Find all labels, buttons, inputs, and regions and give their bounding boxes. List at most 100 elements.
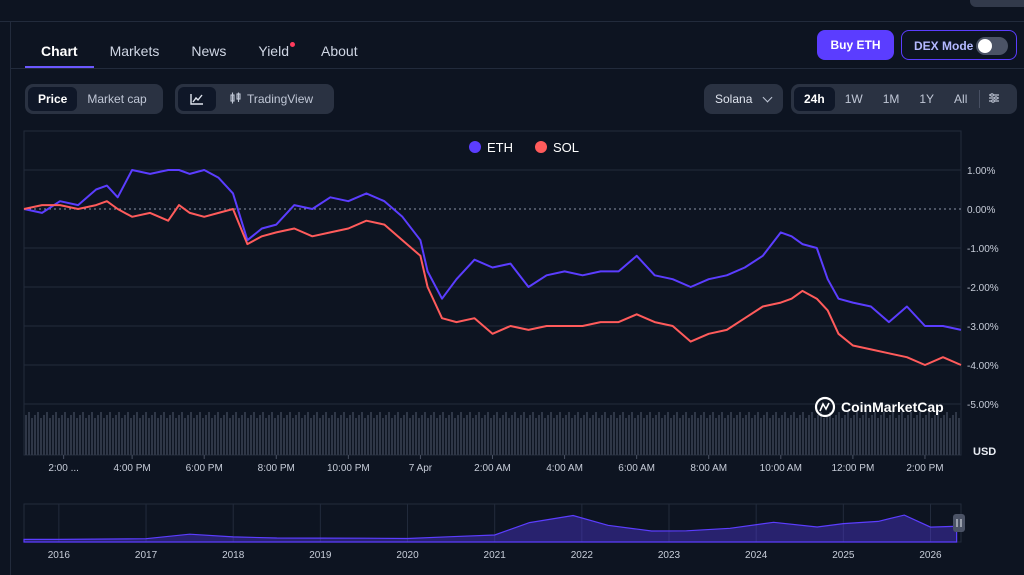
- volume-bar: [289, 412, 291, 455]
- volume-bar: [679, 418, 681, 455]
- volume-bar: [202, 418, 204, 455]
- volume-bar: [898, 415, 900, 455]
- volume-bar: [268, 415, 270, 455]
- tab-yield[interactable]: Yield: [242, 22, 305, 68]
- toggle-switch[interactable]: [976, 37, 1008, 55]
- volume-bar: [286, 415, 288, 455]
- volume-bar: [412, 415, 414, 455]
- compare-select[interactable]: Solana: [704, 84, 783, 114]
- range-1y[interactable]: 1Y: [919, 92, 935, 106]
- volume-bar: [160, 415, 162, 455]
- volume-bar: [313, 415, 315, 455]
- volume-bar: [646, 415, 648, 455]
- volume-bar: [697, 418, 699, 455]
- volume-bar: [364, 418, 366, 455]
- volume-bar: [529, 415, 531, 455]
- volume-bar: [727, 415, 729, 455]
- range-24h[interactable]: 24h: [794, 87, 835, 111]
- volume-bar: [622, 412, 624, 455]
- range-all[interactable]: All: [954, 92, 968, 106]
- volume-bar: [670, 418, 672, 455]
- volume-bar: [919, 412, 921, 455]
- volume-bar: [889, 415, 891, 455]
- volume-bar: [217, 412, 219, 455]
- x-tick-label: 2:00 PM: [906, 463, 943, 474]
- volume-bar: [223, 415, 225, 455]
- volume-bar: [595, 412, 597, 455]
- volume-bar: [730, 412, 732, 455]
- tab-markets[interactable]: Markets: [94, 22, 176, 68]
- tab-about-label: About: [321, 43, 358, 59]
- dex-mode-toggle[interactable]: DEX Mode: [901, 30, 1017, 60]
- volume-bar: [667, 412, 669, 455]
- volume-bar: [451, 412, 453, 455]
- volume-bar: [688, 418, 690, 455]
- volume-bar: [319, 418, 321, 455]
- volume-bar: [625, 418, 627, 455]
- volume-bar: [775, 412, 777, 455]
- volume-bar: [151, 415, 153, 455]
- volume-bar: [856, 412, 858, 455]
- volume-bar: [46, 412, 48, 455]
- volume-bar: [958, 418, 960, 455]
- chart-legend: ETH SOL: [469, 140, 579, 155]
- tab-chart[interactable]: Chart: [25, 22, 94, 68]
- volume-bar: [424, 412, 426, 455]
- volume-bar: [259, 415, 261, 455]
- volume-bar: [607, 418, 609, 455]
- volume-bar: [91, 412, 93, 455]
- volume-bar: [346, 418, 348, 455]
- y-tick-label: -2.00%: [967, 283, 999, 294]
- volume-bar: [316, 412, 318, 455]
- range-1m[interactable]: 1M: [882, 92, 900, 106]
- range-1w[interactable]: 1W: [844, 92, 863, 106]
- volume-bar: [310, 418, 312, 455]
- x-tick-label: 8:00 AM: [690, 463, 727, 474]
- market-cap-option[interactable]: Market cap: [87, 92, 147, 106]
- volume-bar: [355, 418, 357, 455]
- volume-bar: [250, 415, 252, 455]
- buy-eth-button[interactable]: Buy ETH: [817, 30, 894, 60]
- volume-bar: [199, 412, 201, 455]
- volume-bar: [886, 418, 888, 455]
- price-option[interactable]: Price: [28, 87, 78, 111]
- volume-bar: [397, 412, 399, 455]
- volume-bar: [445, 418, 447, 455]
- volume-bar: [736, 415, 738, 455]
- volume-bar: [682, 415, 684, 455]
- volume-bar: [220, 418, 222, 455]
- tab-news[interactable]: News: [175, 22, 242, 68]
- volume-bar: [184, 418, 186, 455]
- volume-bar: [229, 418, 231, 455]
- volume-bar: [436, 418, 438, 455]
- x-tick-label: 6:00 AM: [618, 463, 655, 474]
- volume-bar: [799, 415, 801, 455]
- tab-about[interactable]: About: [305, 22, 374, 68]
- volume-bar: [526, 418, 528, 455]
- volume-bar: [568, 412, 570, 455]
- volume-bar: [841, 418, 843, 455]
- chart-settings-button[interactable]: [982, 87, 1006, 111]
- volume-bar: [103, 418, 105, 455]
- volume-bar: [31, 418, 33, 455]
- volume-bar: [631, 412, 633, 455]
- range-navigator[interactable]: 2016 2017 2018 2019 2020 2021 2022 2023 2024 2025…: [23, 503, 965, 561]
- coinmarketcap-logo-mark: [819, 402, 830, 412]
- volume-bar: [49, 418, 51, 455]
- volume-bar: [853, 415, 855, 455]
- y-tick-label: 0.00%: [967, 205, 995, 216]
- volume-bar: [475, 415, 477, 455]
- volume-bar: [805, 418, 807, 455]
- volume-bar: [463, 418, 465, 455]
- volume-bar: [79, 415, 81, 455]
- volume-bar: [745, 415, 747, 455]
- volume-bar: [139, 418, 141, 455]
- volume-bar: [502, 415, 504, 455]
- volume-bar: [367, 415, 369, 455]
- line-chart-button[interactable]: [178, 87, 216, 111]
- volume-bar: [358, 415, 360, 455]
- tradingview-button[interactable]: TradingView: [216, 87, 323, 111]
- volume-bar: [520, 415, 522, 455]
- volume-bar: [442, 412, 444, 455]
